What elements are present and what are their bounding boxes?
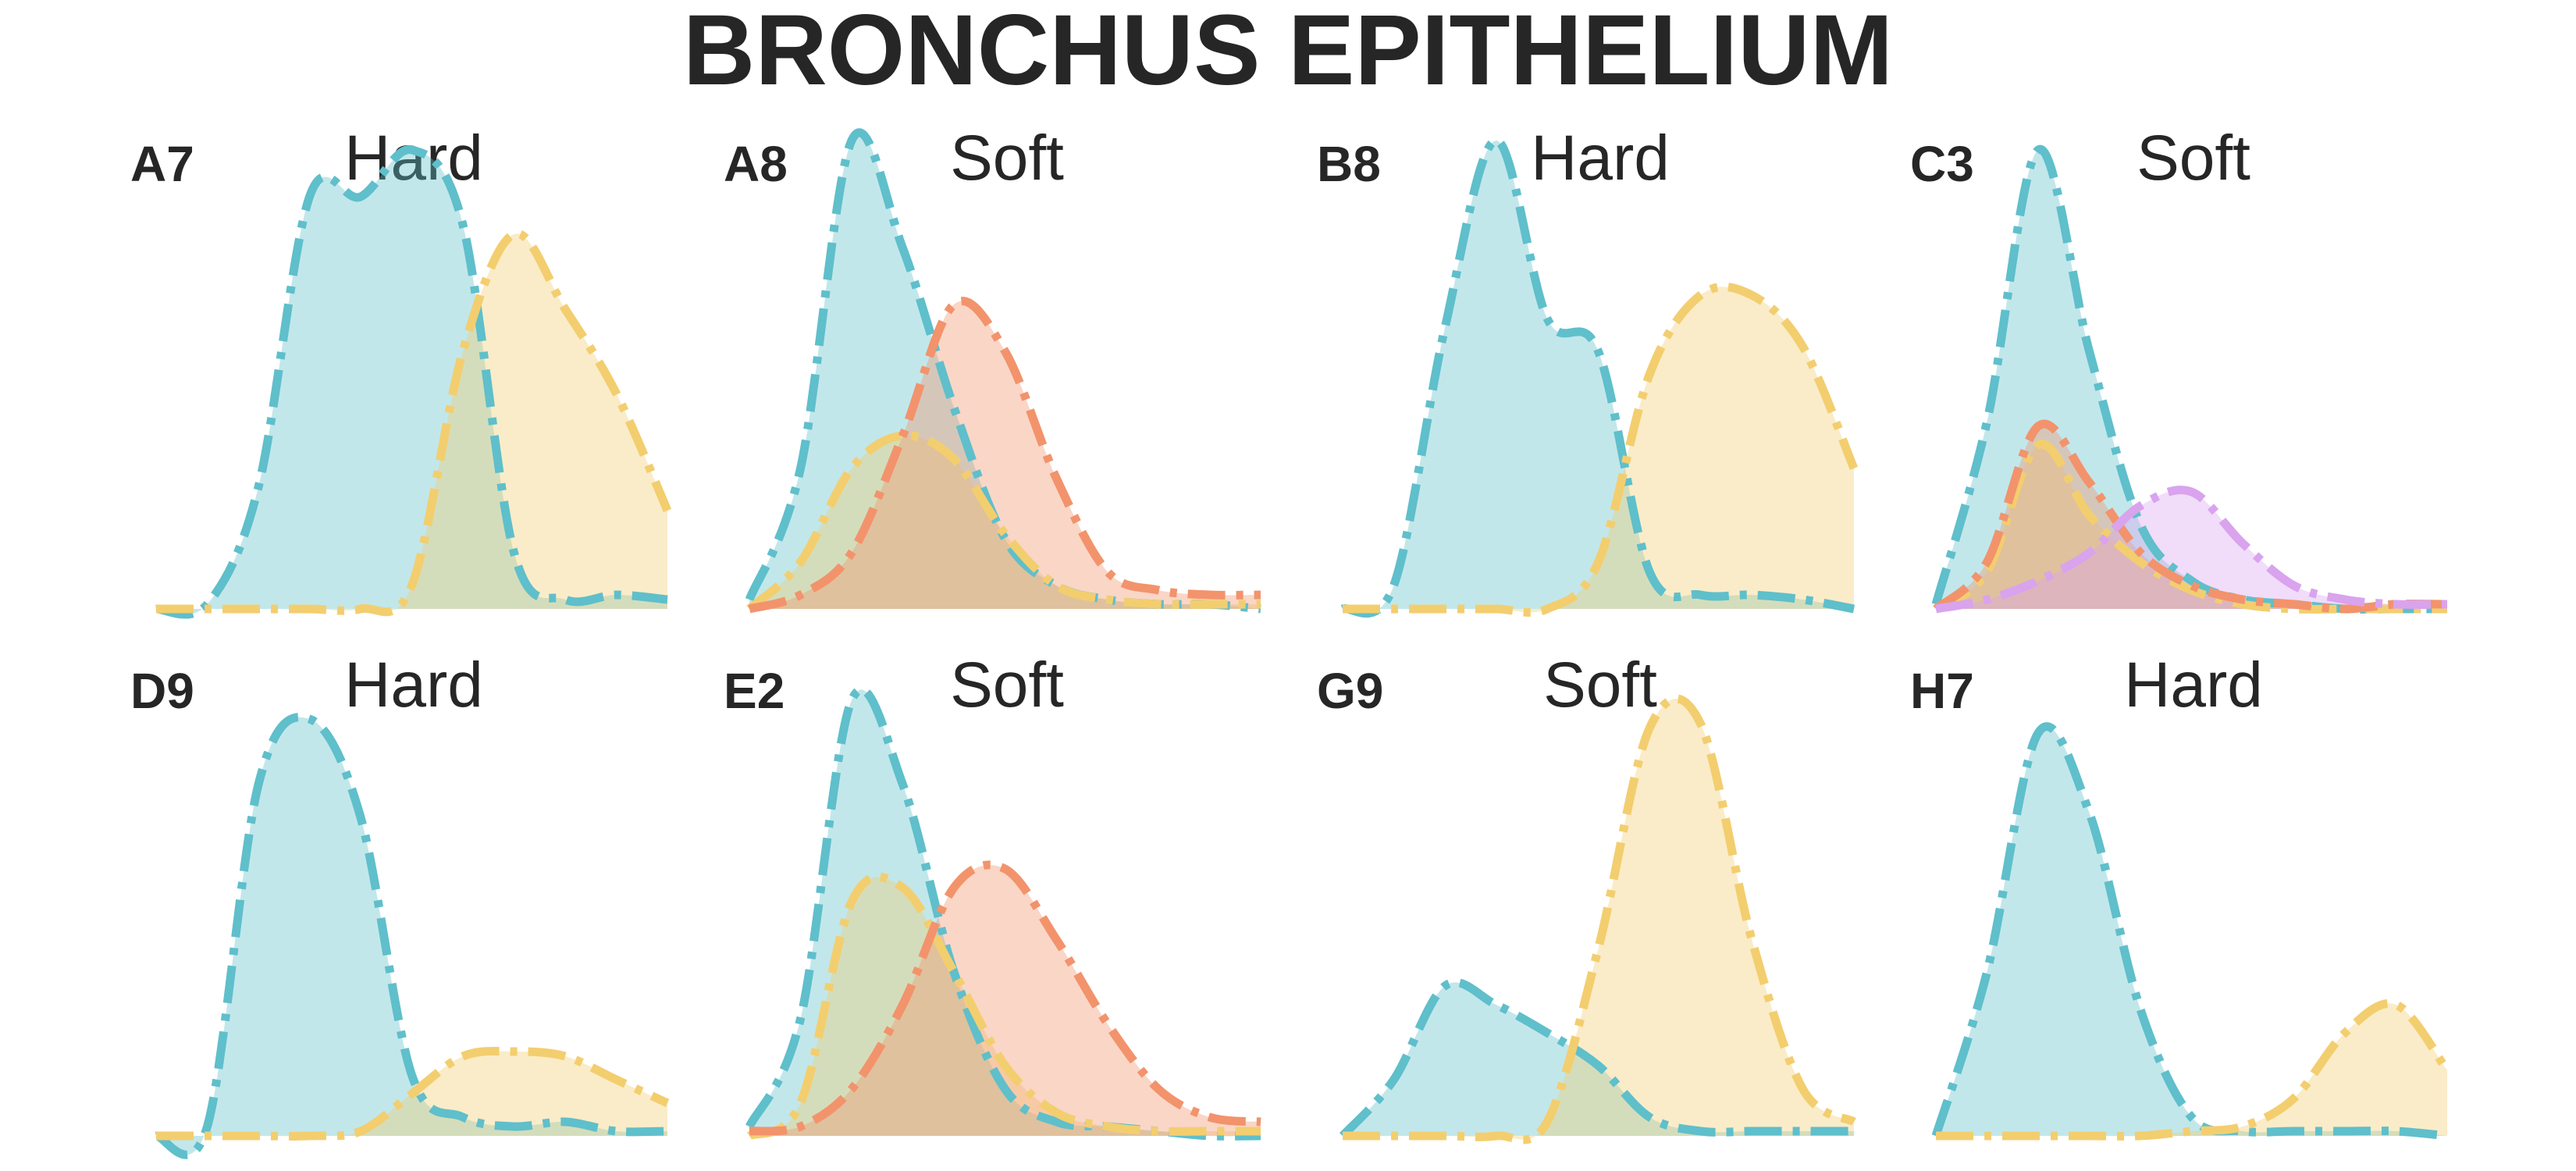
density-area-teal: [749, 132, 1261, 609]
density-line-teal: [1339, 977, 1854, 1139]
panel-id-label: H7: [1910, 663, 1974, 719]
density-line-orange: [749, 860, 1261, 1136]
density-line-orange: [748, 297, 1261, 614]
panel-type-label: Soft: [1543, 650, 1657, 721]
panel-id-label: A7: [130, 136, 194, 192]
density-area-teal: [1343, 140, 1854, 614]
panel-type-label: Hard: [1531, 123, 1670, 194]
panel-d9: D9 Hard: [130, 650, 670, 1159]
panel-type-label: Hard: [2124, 650, 2263, 721]
density-line-teal: [1931, 144, 2447, 614]
density-line-yellow: [1343, 282, 1859, 617]
density-line-orange: [1933, 419, 2448, 614]
density-area-violet: [1936, 489, 2447, 609]
panel-type-label: Soft: [2137, 123, 2250, 194]
density-area-orange: [749, 864, 1261, 1136]
density-line-teal: [1931, 722, 2448, 1141]
density-line-yellow: [1936, 999, 2451, 1141]
density-area-yellow: [1343, 287, 1854, 613]
panel-type-label: Soft: [950, 650, 1064, 721]
density-line-violet: [1935, 486, 2448, 614]
panel-a8: A8 Soft: [724, 123, 1261, 614]
panel-h7: H7 Hard: [1910, 650, 2451, 1141]
panel-type-label: Hard: [344, 123, 483, 194]
density-area-teal: [749, 689, 1261, 1137]
density-area-teal: [1343, 982, 1854, 1136]
density-area-yellow: [156, 1051, 667, 1137]
panel-id-label: G9: [1317, 663, 1383, 719]
panel-id-label: B8: [1317, 136, 1381, 192]
density-line-yellow: [747, 872, 1261, 1141]
density-area-teal: [156, 149, 667, 615]
density-line-yellow: [156, 1047, 670, 1141]
panel-type-label: Hard: [344, 650, 483, 721]
density-area-teal: [1936, 149, 2447, 610]
density-area-yellow: [1343, 699, 1854, 1140]
density-line-yellow: [1343, 694, 1856, 1144]
panel-e2: E2 Soft: [724, 650, 1261, 1141]
panel-id-label: D9: [130, 663, 194, 719]
density-area-teal: [1936, 726, 2447, 1136]
density-area-yellow: [749, 435, 1261, 609]
panel-c3: C3 Soft: [1910, 123, 2448, 614]
panel-a7: A7 Hard: [130, 123, 672, 619]
density-area-orange: [749, 301, 1261, 609]
density-area-yellow: [1936, 1003, 2447, 1137]
density-line-teal: [1340, 136, 1855, 618]
panel-id-label: E2: [724, 663, 785, 719]
density-line-yellow: [156, 229, 672, 617]
density-area-orange: [1936, 424, 2447, 609]
panel-id-label: C3: [1910, 136, 1974, 192]
chart-title: BRONCHUS EPITHELIUM: [683, 0, 1893, 106]
panel-id-label: A8: [724, 136, 788, 192]
density-area-yellow: [156, 233, 667, 612]
density-area-teal: [156, 717, 667, 1155]
panels-group: A7 Hard A8 Soft B8 Hard C3 Soft D9 Hard E2 Soft G9 So…: [130, 123, 2451, 1159]
panel-g9: G9 Soft: [1317, 650, 1856, 1144]
panel-type-label: Soft: [950, 123, 1064, 194]
density-line-teal: [155, 145, 668, 619]
density-area-yellow: [749, 877, 1261, 1136]
density-line-teal: [155, 713, 668, 1159]
panel-b8: B8 Hard: [1317, 123, 1859, 618]
